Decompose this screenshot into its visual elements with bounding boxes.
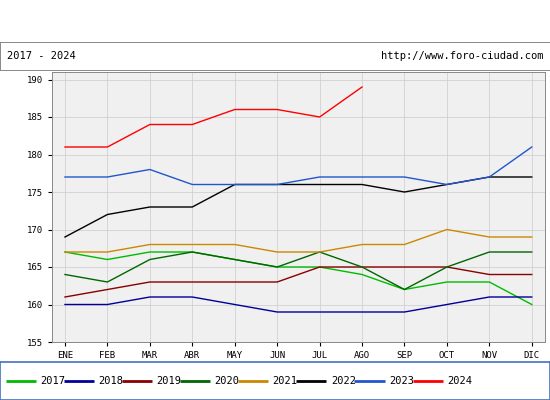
Text: Evolucion num de emigrantes en Barjas: Evolucion num de emigrantes en Barjas [113, 12, 437, 30]
Text: 2024: 2024 [447, 376, 472, 386]
Text: 2017 - 2024: 2017 - 2024 [7, 51, 75, 61]
Text: 2019: 2019 [156, 376, 182, 386]
Text: 2018: 2018 [98, 376, 123, 386]
Text: 2022: 2022 [331, 376, 356, 386]
Text: 2017: 2017 [40, 376, 65, 386]
Text: 2023: 2023 [389, 376, 414, 386]
Text: http://www.foro-ciudad.com: http://www.foro-ciudad.com [381, 51, 543, 61]
Text: 2020: 2020 [214, 376, 240, 386]
Text: 2021: 2021 [273, 376, 298, 386]
